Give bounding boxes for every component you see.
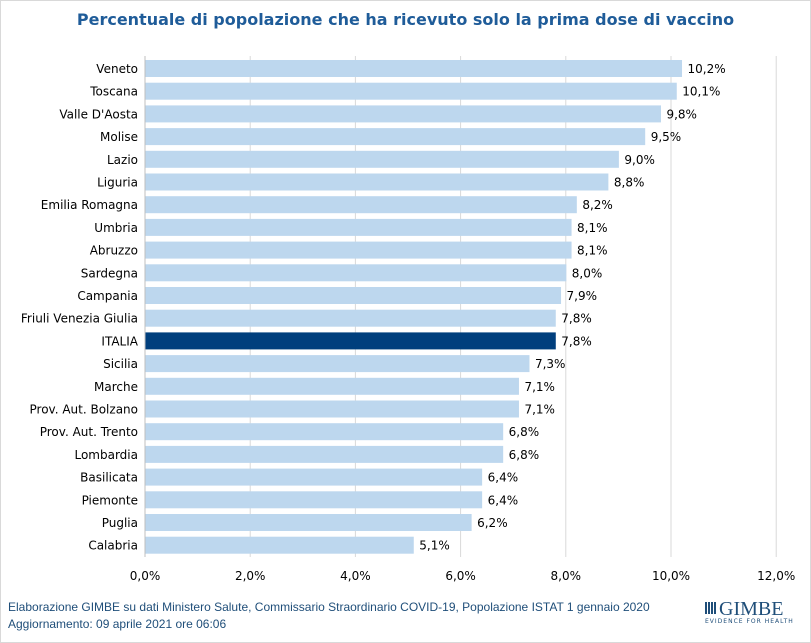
data-label: 6,8%: [509, 448, 540, 462]
logo-mark-icon: [705, 602, 717, 614]
data-label: 8,2%: [582, 198, 613, 212]
category-label: Lombardia: [74, 448, 138, 462]
category-label: Molise: [100, 130, 138, 144]
category-label: Basilicata: [80, 471, 138, 485]
bar: [145, 491, 483, 509]
bar: [145, 468, 483, 486]
category-label: Abruzzo: [90, 244, 138, 258]
data-label: 6,4%: [488, 471, 519, 485]
bar: [145, 128, 646, 146]
x-tick-label: 0,0%: [130, 569, 161, 583]
data-label: 7,8%: [561, 312, 592, 326]
category-label: Campania: [77, 289, 138, 303]
data-label: 5,1%: [419, 539, 450, 553]
category-label: Umbria: [94, 221, 138, 235]
bar: [145, 60, 683, 77]
bar: [145, 377, 519, 395]
logo-text: GIMBE: [719, 598, 784, 620]
bar: [145, 105, 661, 123]
bar-chart: 0,0% 2,0% 4,0% 6,0% 8,0% 10,0% 12,0% Veneto 10,2…: [21, 56, 795, 583]
category-label: Prov. Aut. Bolzano: [30, 403, 139, 417]
data-label: 6,8%: [509, 425, 540, 439]
x-tick-label: 12,0%: [757, 569, 795, 583]
bar: [145, 400, 519, 418]
category-label: Sardegna: [81, 266, 138, 280]
bar: [145, 423, 504, 441]
x-tick-label: 6,0%: [445, 569, 476, 583]
category-label: Calabria: [88, 539, 138, 553]
data-label: 8,8%: [614, 176, 645, 190]
category-label: Liguria: [97, 176, 138, 190]
category-label: Emilia Romagna: [41, 198, 138, 212]
data-label: 8,1%: [577, 244, 608, 258]
update-note: Aggiornamento: 09 aprile 2021 ore 06:06: [8, 617, 227, 631]
data-label: 7,1%: [524, 403, 555, 417]
bar: [145, 287, 562, 304]
category-label: Toscana: [89, 85, 138, 99]
category-label: ITALIA: [101, 334, 138, 348]
data-label: 7,9%: [567, 289, 598, 303]
data-label: 9,5%: [651, 130, 682, 144]
data-label: 9,8%: [666, 107, 697, 121]
chart-title: Percentuale di popolazione che ha ricevu…: [76, 10, 735, 29]
category-label: Marche: [94, 380, 138, 394]
data-label: 10,2%: [688, 62, 726, 76]
data-label: 8,1%: [577, 221, 608, 235]
bar: [145, 536, 414, 554]
bar: [145, 264, 567, 282]
data-label: 8,0%: [572, 266, 603, 280]
bar: [145, 355, 530, 373]
data-label: 10,1%: [682, 85, 720, 99]
category-label: Lazio: [107, 153, 138, 167]
x-tick-label: 10,0%: [652, 569, 690, 583]
bar: [145, 241, 572, 259]
data-label: 7,1%: [524, 380, 555, 394]
x-tick-label: 2,0%: [235, 569, 266, 583]
data-label: 7,8%: [561, 334, 592, 348]
category-label: Valle D'Aosta: [59, 107, 138, 121]
bar: [145, 514, 472, 531]
category-label: Friuli Venezia Giulia: [21, 312, 138, 326]
data-label: 6,2%: [477, 516, 508, 530]
bar: [145, 173, 609, 191]
x-tick-label: 8,0%: [551, 569, 582, 583]
source-note: Elaborazione GIMBE su dati Ministero Sal…: [8, 600, 650, 614]
category-label: Prov. Aut. Trento: [40, 425, 138, 439]
data-label: 7,3%: [535, 357, 566, 371]
category-label: Puglia: [102, 516, 138, 530]
bar: [145, 196, 577, 214]
bar: [145, 332, 556, 350]
bar: [145, 445, 504, 463]
x-tick-label: 4,0%: [340, 569, 371, 583]
data-label: 6,4%: [488, 493, 519, 507]
bar: [145, 309, 556, 327]
bar: [145, 150, 619, 168]
gimbe-logo: GIMBE EVIDENCE FOR HEALTH: [705, 598, 794, 625]
category-label: Veneto: [96, 62, 138, 76]
logo-tagline: EVIDENCE FOR HEALTH: [705, 618, 794, 625]
bar: [145, 82, 677, 100]
bar: [145, 218, 572, 236]
data-label: 9,0%: [624, 153, 655, 167]
category-label: Sicilia: [103, 357, 138, 371]
category-label: Piemonte: [82, 493, 138, 507]
